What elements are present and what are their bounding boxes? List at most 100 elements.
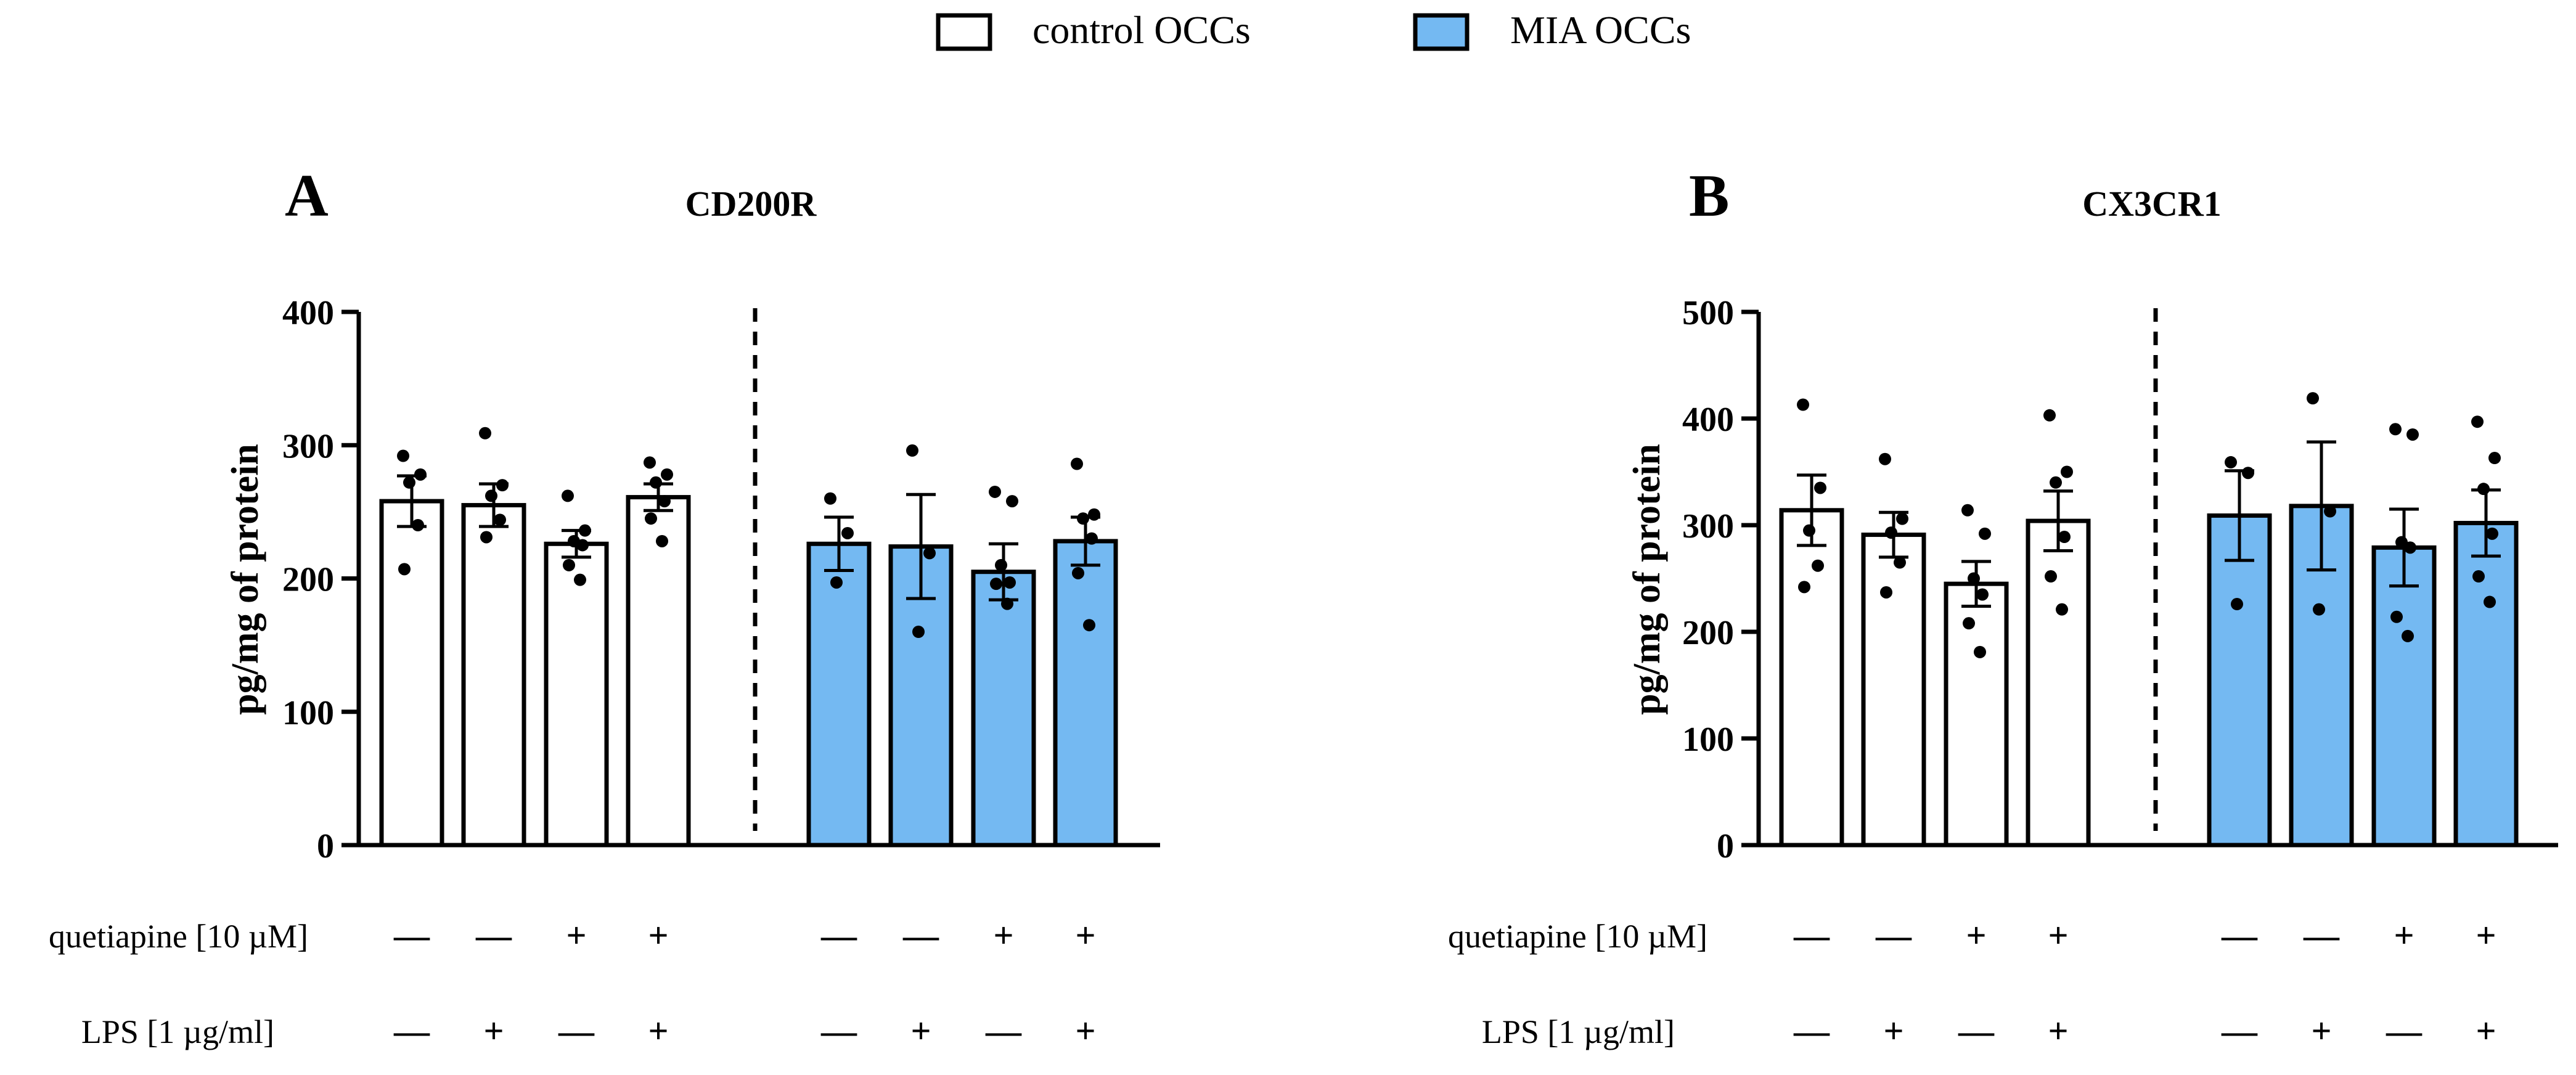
condition-sign-lps: — <box>2386 1011 2423 1051</box>
bar <box>2453 521 2519 848</box>
data-point <box>1088 508 1100 521</box>
bar <box>2026 518 2091 848</box>
data-point <box>1006 495 1018 508</box>
data-point <box>2406 428 2419 441</box>
bar <box>2371 545 2437 848</box>
data-point <box>1803 524 1815 537</box>
bar <box>1944 581 2009 848</box>
data-point <box>1071 457 1083 470</box>
data-point <box>398 563 411 576</box>
bars-a <box>379 495 1118 848</box>
data-point <box>1976 588 1989 601</box>
y-axis-label-a: pg/mg of protein <box>224 444 266 715</box>
data-point <box>1979 527 1991 540</box>
data-point <box>906 444 918 457</box>
data-point <box>1879 452 1891 465</box>
data-point <box>656 534 668 547</box>
data-point <box>2477 483 2490 496</box>
y-axis-ticks-b: 0 100 200 300 400 500 <box>1682 294 1759 865</box>
condition-sign-quetiapine: + <box>1075 915 1095 955</box>
condition-sign-lps: — <box>985 1011 1022 1051</box>
condition-signs-a: — — + + — — + + — + — + — + — + <box>393 915 1096 1051</box>
data-point <box>2045 570 2057 583</box>
condition-sign-quetiapine: — <box>2221 915 2258 955</box>
data-point <box>2058 531 2071 544</box>
y-tick-label: 300 <box>1682 507 1734 546</box>
condition-sign-quetiapine: + <box>648 915 668 955</box>
row-label-lps-b: LPS [1 µg/ml] <box>1482 1013 1675 1050</box>
data-point <box>1004 576 1016 589</box>
bar <box>1053 539 1118 848</box>
data-point <box>1812 559 1824 572</box>
legend-label-control: control OCCs <box>1032 8 1251 52</box>
condition-sign-lps: + <box>2476 1011 2496 1051</box>
data-point <box>824 492 836 505</box>
y-tick-label: 300 <box>282 427 334 465</box>
data-point <box>2307 392 2319 405</box>
data-point <box>2231 598 2243 611</box>
bar <box>379 499 444 848</box>
condition-sign-quetiapine: — <box>475 915 512 955</box>
condition-sign-lps: + <box>1075 1011 1095 1051</box>
data-point <box>1880 586 1892 599</box>
condition-sign-quetiapine: + <box>2394 915 2414 955</box>
data-point <box>414 468 427 481</box>
bar <box>1779 508 1844 848</box>
condition-sign-quetiapine: — <box>1875 915 1912 955</box>
condition-sign-lps: — <box>1958 1011 1995 1051</box>
data-point <box>2324 505 2336 518</box>
bars-b <box>1779 504 2519 848</box>
data-point <box>1885 526 1897 539</box>
y-axis-label-b: pg/mg of protein <box>1626 444 1668 715</box>
data-point <box>658 495 671 508</box>
data-point <box>1961 504 1974 517</box>
condition-sign-quetiapine: — <box>393 915 430 955</box>
data-point <box>2050 476 2062 489</box>
data-point <box>480 531 493 544</box>
data-point <box>2472 570 2485 583</box>
data-point <box>2313 603 2325 616</box>
data-point <box>2061 465 2073 478</box>
data-point <box>2488 452 2501 465</box>
condition-sign-quetiapine: — <box>820 915 857 955</box>
data-point <box>562 489 574 502</box>
y-tick-label: 200 <box>282 561 334 599</box>
data-point <box>2402 629 2414 642</box>
data-point <box>1963 617 1975 630</box>
data-points-b <box>1797 392 2501 658</box>
data-point <box>1968 572 1980 585</box>
row-label-quetiapine-a: quetiapine [10 µM] <box>49 918 308 955</box>
data-point <box>990 578 1002 591</box>
condition-sign-lps: + <box>2048 1011 2068 1051</box>
bar <box>544 541 609 848</box>
y-tick-label: 400 <box>1682 401 1734 439</box>
data-points-a <box>397 427 1100 638</box>
data-point <box>2486 527 2498 540</box>
y-tick-label: 500 <box>1682 294 1734 332</box>
condition-sign-quetiapine: + <box>2048 915 2068 955</box>
data-point <box>1974 645 1986 658</box>
data-point <box>576 539 589 552</box>
row-label-lps-a: LPS [1 µg/ml] <box>81 1013 274 1050</box>
condition-sign-lps: — <box>558 1011 595 1051</box>
y-tick-label: 100 <box>282 694 334 732</box>
y-axis-ticks-a: 0 100 200 300 400 <box>282 294 359 865</box>
data-point <box>494 513 506 526</box>
data-point <box>1077 512 1089 525</box>
data-point <box>1001 597 1013 610</box>
y-tick-label: 400 <box>282 294 334 332</box>
condition-sign-lps: — <box>393 1011 430 1051</box>
bar <box>806 541 872 848</box>
bar <box>971 570 1036 848</box>
panel-label-a: A <box>285 163 329 229</box>
data-point <box>563 558 575 571</box>
data-point <box>485 489 497 502</box>
data-point <box>2484 595 2496 608</box>
data-point <box>1083 619 1095 632</box>
data-point <box>1072 566 1084 579</box>
condition-sign-quetiapine: + <box>566 915 586 955</box>
data-point <box>650 476 662 489</box>
data-point <box>661 468 673 481</box>
panel-label-b: B <box>1689 163 1729 229</box>
